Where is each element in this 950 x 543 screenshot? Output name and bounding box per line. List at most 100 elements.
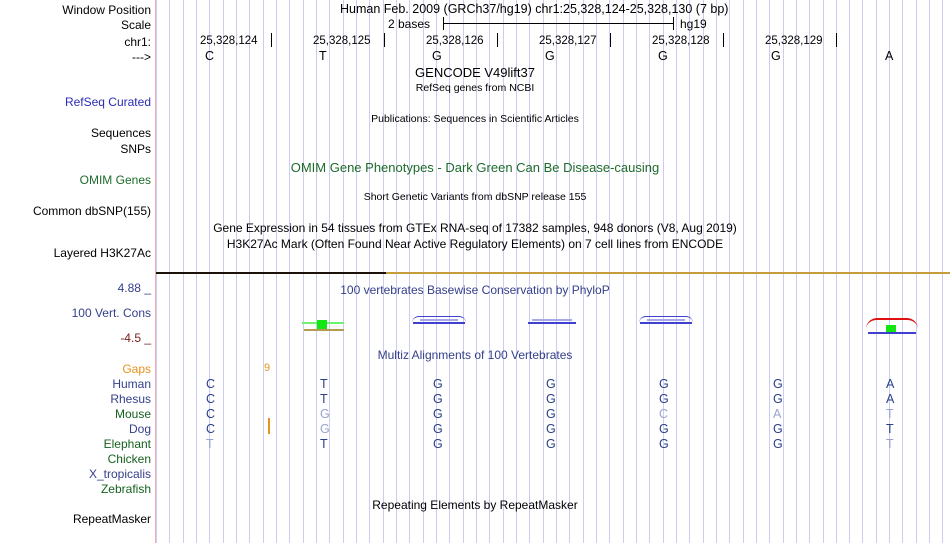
multiz-base: G xyxy=(433,422,443,436)
multiz-base: T xyxy=(320,437,328,451)
reference-base: G xyxy=(771,49,781,63)
ruler-tick-mark xyxy=(497,33,498,47)
multiz-base: G xyxy=(773,377,783,391)
track-label-zebrafish[interactable]: Zebrafish xyxy=(100,482,151,496)
track-label-scale[interactable]: Scale xyxy=(120,18,151,32)
track-label-repeatmasker[interactable]: RepeatMasker xyxy=(72,512,151,526)
multiz-base: G xyxy=(433,437,443,451)
assembly-position-title: Human Feb. 2009 (GRCh37/hg19) chr1:25,32… xyxy=(340,2,729,16)
track-label-sequences[interactable]: Sequences xyxy=(90,126,151,140)
scale-bar xyxy=(443,23,673,24)
multiz-base: A xyxy=(886,377,895,391)
label-column-divider xyxy=(155,0,156,543)
track-label-dog[interactable]: Dog xyxy=(128,422,151,436)
multiz-base: G xyxy=(546,422,556,436)
ruler-tick-mark xyxy=(610,33,611,47)
track-label-x-tropicalis[interactable]: X_tropicalis xyxy=(88,467,151,481)
multiz-base: G xyxy=(546,377,556,391)
track-label-snps[interactable]: SNPs xyxy=(120,142,151,156)
conservation-olive-line xyxy=(304,329,344,331)
multiz-base: T xyxy=(886,422,894,436)
reference-base: G xyxy=(432,49,442,63)
ruler-tick-label: 25,328,124 xyxy=(200,35,258,47)
track-label-layered-h3k27ac[interactable]: Layered H3K27Ac xyxy=(53,246,151,260)
scale-label: 2 bases xyxy=(388,17,431,31)
track-label-common-dbsnp-155[interactable]: Common dbSNP(155) xyxy=(32,204,151,218)
multiz-base: G xyxy=(546,437,556,451)
track-title: Multiz Alignments of 100 Vertebrates xyxy=(377,348,573,362)
conservation-blue-baseline xyxy=(640,322,692,324)
multiz-base: G xyxy=(433,392,443,406)
multiz-base: G xyxy=(659,422,669,436)
multiz-base: G xyxy=(659,437,669,451)
reference-base: T xyxy=(319,49,327,63)
conservation-blue-baseline xyxy=(528,322,576,324)
multiz-base: G xyxy=(773,392,783,406)
multiz-base: G xyxy=(433,377,443,391)
multiz-base: G xyxy=(433,407,443,421)
track-label-human[interactable]: Human xyxy=(112,377,151,391)
reference-base: G xyxy=(658,49,668,63)
multiz-base: A xyxy=(886,392,895,406)
ruler-tick-label: 25,328,127 xyxy=(539,35,597,47)
scale-bar-right-cap xyxy=(673,17,674,30)
ruler-tick-mark xyxy=(384,33,385,47)
ruler-tick-label: 25,328,125 xyxy=(313,35,371,47)
track-label-elephant[interactable]: Elephant xyxy=(103,437,151,451)
multiz-base: C xyxy=(206,377,216,391)
conservation-blue-fill xyxy=(532,319,572,321)
track-label-rhesus[interactable]: Rhesus xyxy=(110,392,151,406)
assembly-short-label: hg19 xyxy=(680,17,707,31)
track-label-window-position[interactable]: Window Position xyxy=(62,3,151,17)
multiz-base: C xyxy=(206,392,216,406)
multiz-base: T xyxy=(320,392,328,406)
conservation-green-block xyxy=(317,320,327,329)
ruler-tick-label: 25,328,129 xyxy=(765,35,823,47)
track-label-4-5[interactable]: -4.5 _ xyxy=(120,331,151,345)
multiz-base: G xyxy=(320,422,330,436)
gap-size-label: 9 xyxy=(264,362,271,374)
multiz-base: G xyxy=(659,392,669,406)
h3k27ac-baseline-dark xyxy=(156,272,386,274)
ruler-tick-label: 25,328,128 xyxy=(652,35,710,47)
multiz-base: C xyxy=(659,407,669,421)
multiz-base: A xyxy=(773,407,782,421)
multiz-base: T xyxy=(206,437,214,451)
conservation-red-peak xyxy=(866,318,918,329)
multiz-base: T xyxy=(886,437,894,451)
multiz-base: G xyxy=(546,392,556,406)
track-label-track[interactable]: ---> xyxy=(132,50,151,64)
multiz-base: C xyxy=(206,407,216,421)
track-label-gaps[interactable]: Gaps xyxy=(122,362,151,376)
conservation-blue-arc xyxy=(639,316,693,323)
ruler-tick-mark xyxy=(836,33,837,47)
multiz-base: G xyxy=(320,407,330,421)
multiz-base: C xyxy=(206,422,216,436)
track-title: GENCODE V49lift37 xyxy=(415,65,535,80)
track-title: Repeating Elements by RepeatMasker xyxy=(372,498,578,512)
gap-marker-bar xyxy=(268,418,270,434)
multiz-base: G xyxy=(773,422,783,436)
reference-base: G xyxy=(545,49,555,63)
track-label-mouse[interactable]: Mouse xyxy=(114,407,151,421)
track-label-chicken[interactable]: Chicken xyxy=(107,452,151,466)
track-title: Publications: Sequences in Scientific Ar… xyxy=(371,113,579,125)
track-label-100-vert-cons[interactable]: 100 Vert. Cons xyxy=(71,306,151,320)
track-label-omim-genes[interactable]: OMIM Genes xyxy=(79,173,151,187)
scale-bar-left-cap xyxy=(443,17,444,30)
multiz-base: T xyxy=(320,377,328,391)
ruler-tick-mark xyxy=(271,33,272,47)
conservation-blue-baseline xyxy=(413,322,465,324)
track-label-4-88[interactable]: 4.88 _ xyxy=(117,281,151,295)
ruler-tick-label: 25,328,126 xyxy=(426,35,484,47)
track-title: Short Genetic Variants from dbSNP releas… xyxy=(363,191,587,203)
conservation-green-block xyxy=(886,325,896,332)
reference-base: A xyxy=(885,49,894,63)
conservation-blue-baseline xyxy=(868,332,916,334)
multiz-base: T xyxy=(886,407,894,421)
conservation-blue-fill xyxy=(647,319,685,321)
track-label-refseq-curated[interactable]: RefSeq Curated xyxy=(64,95,151,109)
track-label-chr1[interactable]: chr1: xyxy=(124,35,151,49)
ruler-tick-mark xyxy=(723,33,724,47)
